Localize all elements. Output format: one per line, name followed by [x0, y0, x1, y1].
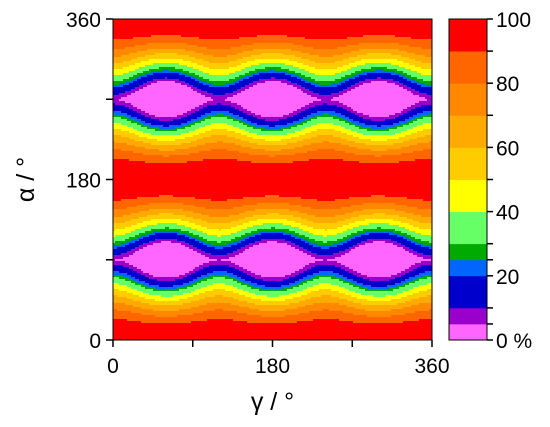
plot-area	[113, 19, 432, 340]
